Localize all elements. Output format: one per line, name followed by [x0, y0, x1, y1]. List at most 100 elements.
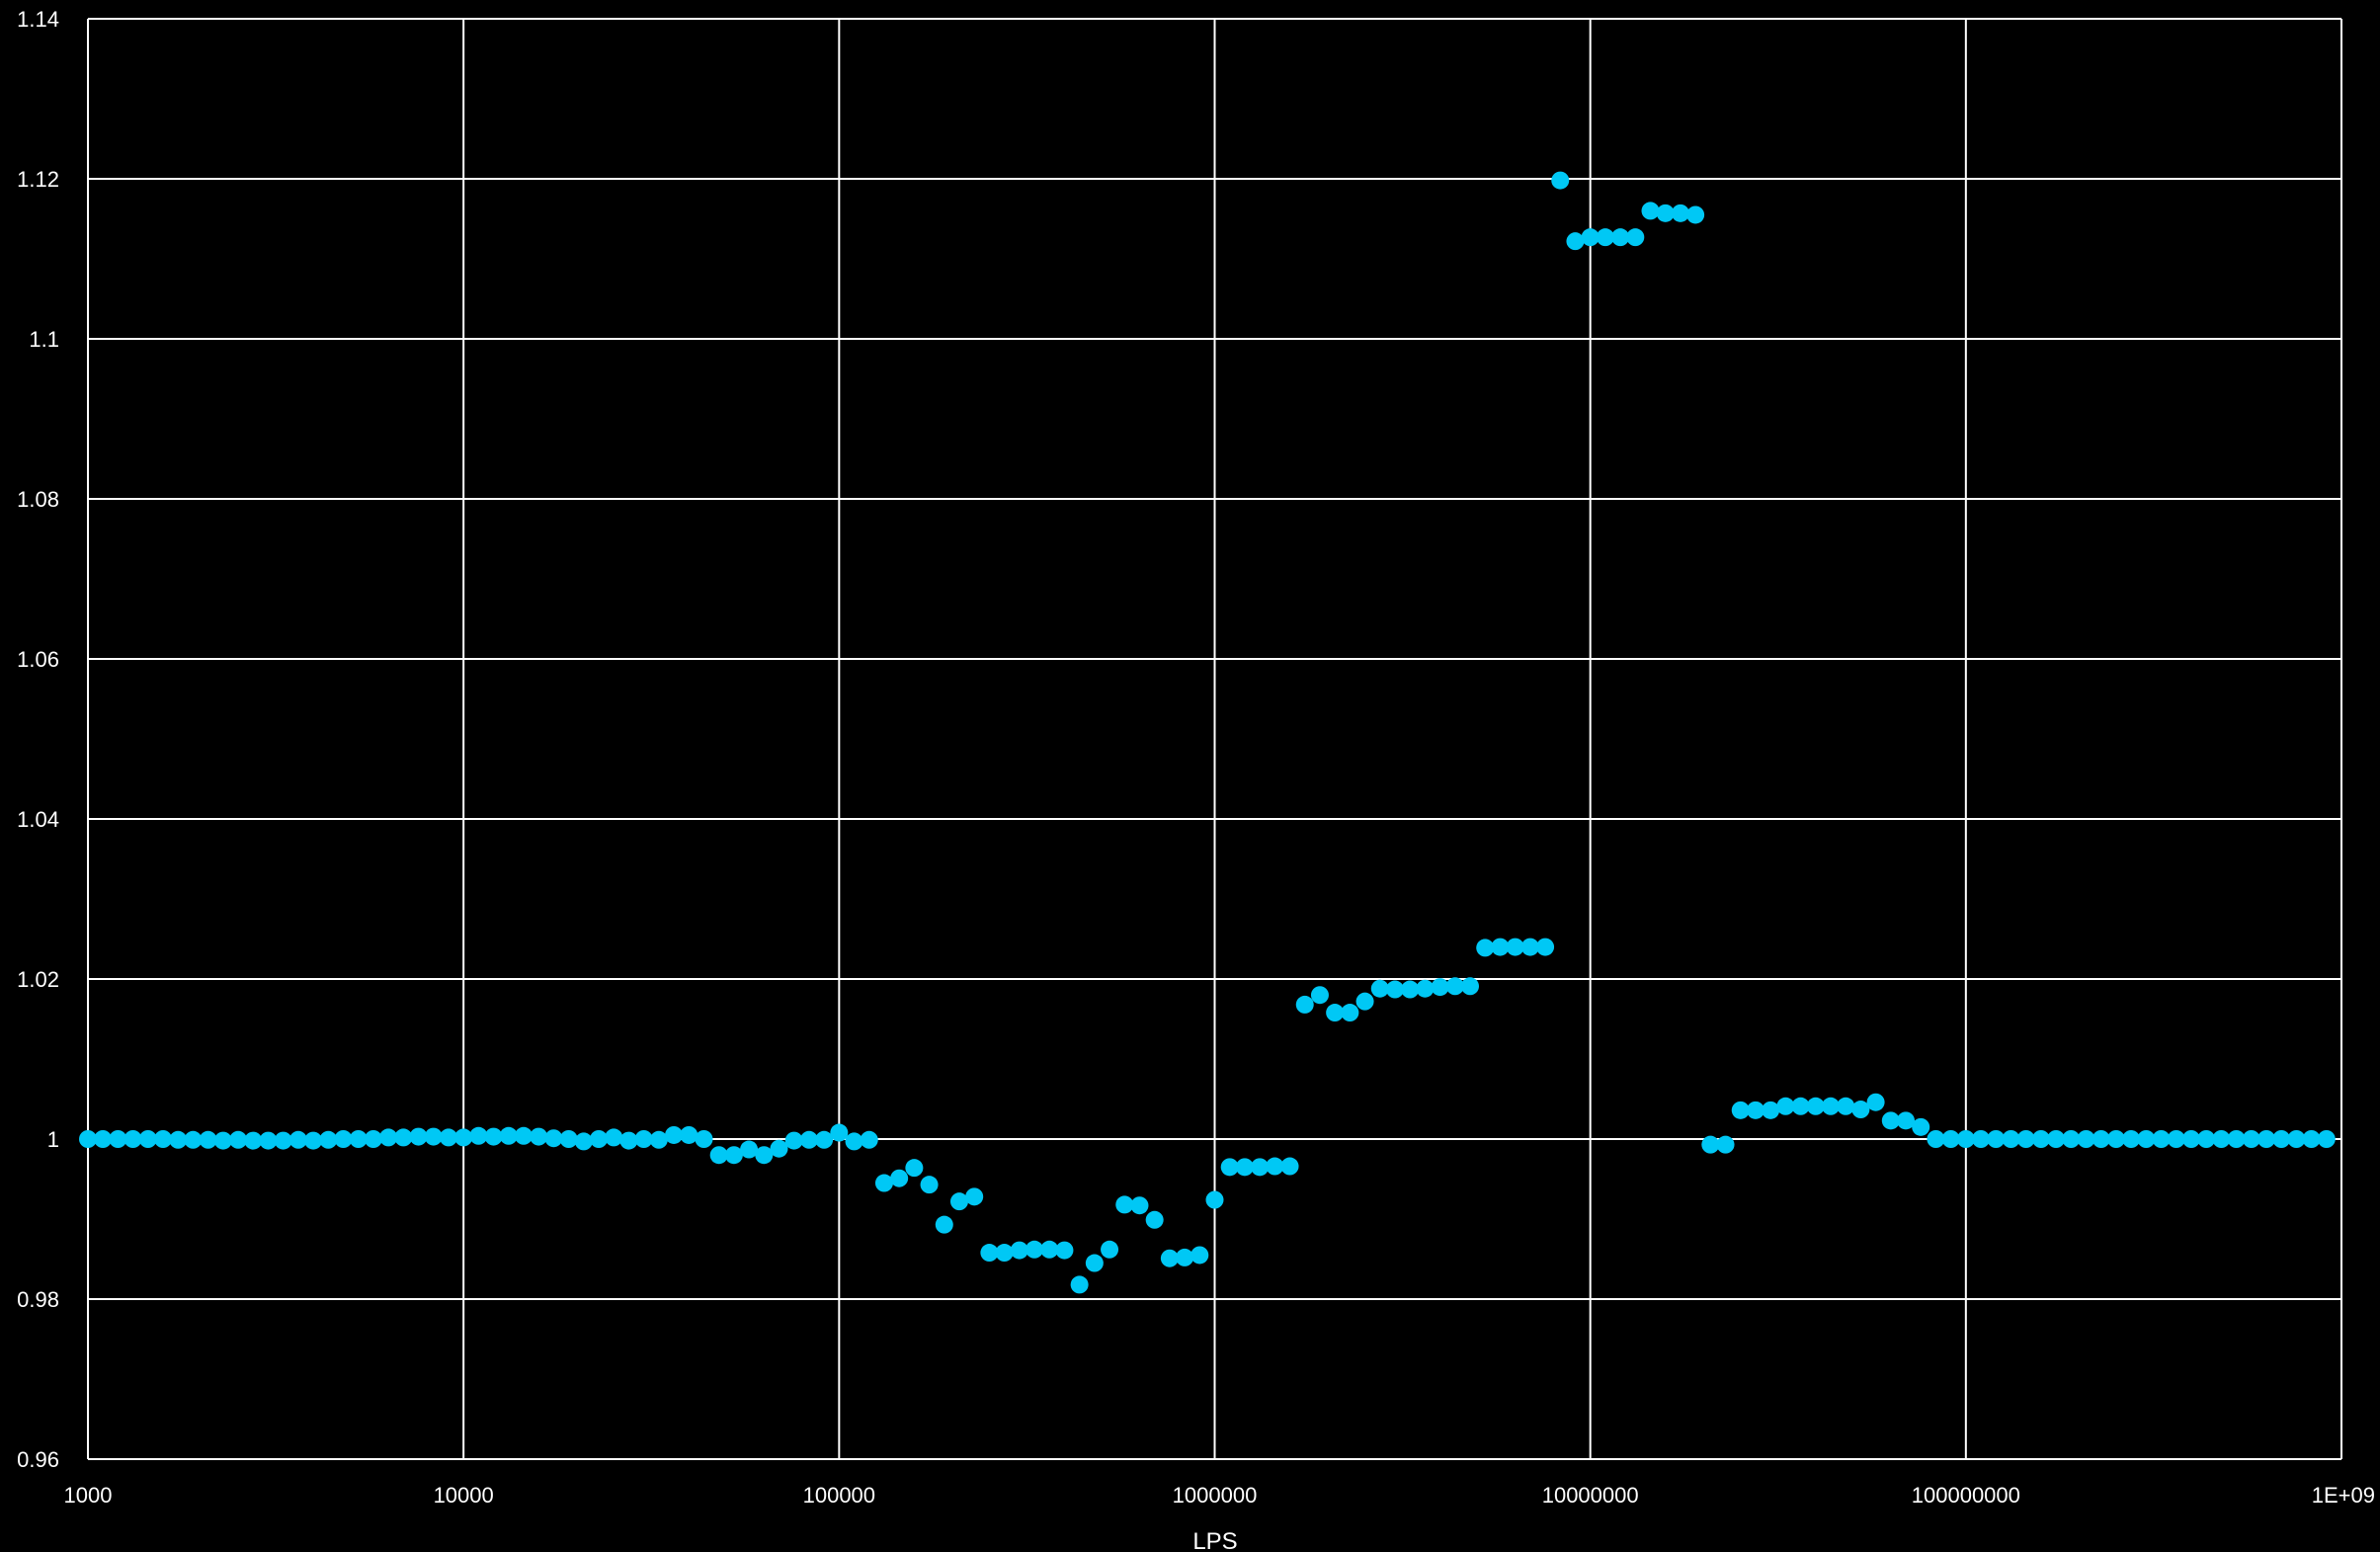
data-point	[2077, 1130, 2095, 1148]
data-point	[1596, 228, 1614, 247]
y-axis-ticks: 0.96 0.98 1 1.02 1.04 1.06 1.08 1.1 1.12 1.14	[17, 7, 59, 1472]
data-point	[288, 1130, 307, 1149]
data-point	[2227, 1130, 2246, 1148]
data-point	[304, 1131, 323, 1150]
data-point	[79, 1130, 97, 1148]
data-point	[2062, 1130, 2081, 1148]
x-axis-ticks: 1000 10000 100000 1000000 10000000 100000000 1…	[64, 1483, 2375, 1508]
y-tick-label: 0.98	[17, 1287, 59, 1312]
data-point	[1776, 1097, 1795, 1115]
data-point	[1520, 938, 1539, 956]
data-point	[1686, 205, 1705, 224]
data-point	[2122, 1130, 2141, 1148]
data-point	[1040, 1240, 1059, 1259]
data-point	[665, 1125, 684, 1144]
data-point	[1205, 1190, 1224, 1209]
data-point	[2302, 1130, 2321, 1148]
data-point	[244, 1131, 263, 1150]
data-point	[319, 1130, 338, 1149]
data-point	[590, 1130, 609, 1148]
data-point	[1326, 1004, 1345, 1022]
data-point	[2317, 1130, 2336, 1148]
data-point	[1746, 1101, 1764, 1119]
data-point	[334, 1130, 353, 1148]
data-point	[1881, 1111, 1900, 1130]
data-point	[680, 1125, 698, 1144]
data-point	[1416, 979, 1435, 998]
data-point	[349, 1130, 368, 1148]
data-point	[1897, 1111, 1916, 1130]
data-point	[605, 1128, 623, 1147]
data-point	[1235, 1158, 1254, 1177]
data-point	[1370, 979, 1389, 998]
data-point	[1160, 1249, 1179, 1267]
data-point	[784, 1131, 803, 1150]
x-tick-label: 100000000	[1912, 1483, 2020, 1508]
data-point	[935, 1215, 953, 1234]
data-point	[1791, 1097, 1810, 1115]
data-point	[2002, 1130, 2020, 1148]
data-point	[2257, 1130, 2275, 1148]
data-point	[1341, 1004, 1359, 1022]
data-point	[815, 1130, 834, 1149]
data-point	[154, 1130, 173, 1148]
data-point	[530, 1127, 548, 1146]
data-point	[2197, 1130, 2216, 1148]
data-point	[1941, 1130, 1960, 1148]
data-point	[724, 1146, 743, 1165]
data-point	[1010, 1241, 1028, 1260]
data-point	[1266, 1157, 1284, 1176]
data-point	[2092, 1130, 2110, 1148]
data-point	[1837, 1097, 1855, 1115]
x-tick-label: 10000	[434, 1483, 494, 1508]
y-tick-label: 1.12	[17, 167, 59, 192]
data-point	[484, 1127, 503, 1146]
data-point	[980, 1244, 999, 1263]
x-axis-title: LPS	[1192, 1528, 1237, 1552]
data-point	[1491, 938, 1510, 956]
data-point	[619, 1131, 638, 1150]
y-tick-label: 1.14	[17, 7, 59, 32]
data-point	[1806, 1097, 1825, 1115]
data-point	[1987, 1130, 2006, 1148]
data-point	[1310, 986, 1329, 1005]
data-point	[1611, 228, 1630, 247]
data-point	[1385, 980, 1404, 999]
data-point	[890, 1169, 909, 1187]
data-point	[1851, 1101, 1870, 1119]
data-point	[860, 1130, 878, 1149]
data-point	[709, 1146, 728, 1165]
data-point	[949, 1192, 968, 1211]
data-point	[1912, 1117, 1930, 1136]
data-points	[79, 171, 2336, 1294]
data-point	[2272, 1130, 2291, 1148]
x-tick-label: 1000	[64, 1483, 113, 1508]
data-point	[695, 1130, 713, 1148]
data-point	[2016, 1130, 2035, 1148]
data-point	[1536, 938, 1555, 956]
data-point	[2031, 1130, 2050, 1148]
data-point	[1972, 1130, 1991, 1148]
data-point	[755, 1146, 774, 1165]
data-point	[2137, 1130, 2156, 1148]
data-point	[1551, 171, 1570, 190]
y-tick-label: 1.04	[17, 807, 59, 832]
data-point	[2287, 1130, 2306, 1148]
data-point	[2212, 1130, 2231, 1148]
data-point	[1461, 977, 1480, 996]
data-point	[424, 1127, 443, 1146]
data-point	[2047, 1130, 2066, 1148]
data-point	[1506, 938, 1524, 956]
data-point	[1070, 1275, 1089, 1294]
data-point	[2181, 1130, 2200, 1148]
y-tick-label: 1.08	[17, 487, 59, 512]
data-point	[1280, 1157, 1299, 1176]
data-point	[94, 1130, 113, 1148]
y-tick-label: 0.96	[17, 1447, 59, 1472]
data-point	[1731, 1101, 1750, 1119]
data-point	[1956, 1130, 1975, 1148]
data-point	[995, 1244, 1014, 1263]
data-point	[1355, 992, 1374, 1011]
data-point	[574, 1132, 593, 1151]
data-point	[905, 1159, 924, 1178]
